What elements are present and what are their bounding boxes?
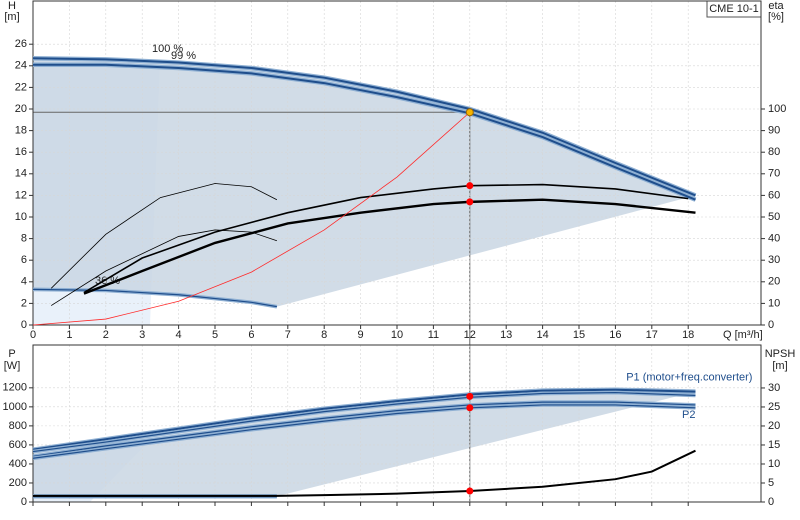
y2-tick-label: 0: [768, 496, 774, 508]
curve: [32, 288, 277, 308]
curve: [50, 183, 278, 289]
y-tick-label: 6: [21, 254, 27, 266]
y-axis-unit: [m]: [4, 11, 19, 23]
y2-tick-label: 70: [768, 168, 780, 180]
y-tick-label: 18: [15, 125, 27, 137]
y2-tick-label: 30: [768, 254, 780, 266]
y-tick-label: 20: [15, 103, 27, 115]
x-tick-label: 6: [248, 329, 254, 341]
y2-tick-label: 10: [768, 458, 780, 470]
y-axis-label: P: [8, 348, 15, 360]
x-tick-label: 0: [30, 329, 36, 341]
curve-label: P2: [682, 409, 695, 421]
y2-tick-label: 25: [768, 401, 780, 413]
y-tick-label: 14: [15, 168, 27, 180]
y-axis-unit: [W]: [4, 360, 21, 372]
curve: [32, 57, 696, 197]
y2-tick-label: 100: [768, 103, 786, 115]
x-tick-label: 13: [500, 329, 512, 341]
x-tick-label: 9: [358, 329, 364, 341]
y-tick-label: 1000: [3, 401, 27, 413]
curve: [83, 183, 689, 294]
y2-axis-label: NPSH: [765, 348, 796, 360]
y2-tick-label: 30: [768, 382, 780, 394]
y2-tick-label: 20: [768, 420, 780, 432]
operating-range: [33, 58, 696, 307]
x-tick-label: 15: [573, 329, 585, 341]
y2-tick-label: 20: [768, 276, 780, 288]
y-tick-label: 200: [9, 477, 27, 489]
x-tick-label: 7: [285, 329, 291, 341]
marker: [466, 392, 474, 400]
curve: [32, 388, 696, 451]
curve: [32, 391, 696, 453]
x-tick-label: 12: [464, 329, 476, 341]
y2-tick-label: 0: [768, 319, 774, 331]
curve: [32, 404, 696, 459]
annotation: 99 %: [171, 50, 196, 62]
y2-tick-label: 50: [768, 211, 780, 223]
x-tick-label: 5: [212, 329, 218, 341]
y-tick-label: 0: [21, 496, 27, 508]
marker: [466, 487, 474, 495]
curve: [33, 449, 696, 497]
x-tick-label: 11: [428, 329, 439, 341]
x-tick-label: 14: [536, 329, 548, 341]
y2-axis-unit: [%]: [768, 11, 784, 23]
x-tick-label: 1: [66, 329, 72, 341]
shade-layer: [33, 58, 696, 502]
x-tick-label: 16: [609, 329, 621, 341]
x-tick-label: 2: [103, 329, 109, 341]
legend-text: CME 10-1: [709, 3, 759, 15]
annotation: 36 %: [95, 275, 120, 287]
y-tick-label: 16: [15, 146, 27, 158]
y-tick-label: 4: [21, 276, 27, 288]
y-tick-label: 24: [15, 60, 27, 72]
x-tick-label: 18: [682, 329, 694, 341]
curve-label: P1 (motor+freq.converter): [626, 372, 752, 384]
curve: [83, 198, 696, 295]
y2-tick-label: 60: [768, 189, 780, 201]
y2-tick-label: 5: [768, 477, 774, 489]
marker: [466, 182, 474, 190]
curve: [32, 401, 696, 457]
y-tick-label: 400: [9, 458, 27, 470]
y2-axis-unit: [m]: [772, 360, 787, 372]
y-tick-label: 0: [21, 319, 27, 331]
y-tick-label: 8: [21, 233, 27, 245]
y-tick-label: 2: [21, 297, 27, 309]
y2-tick-label: 90: [768, 125, 780, 137]
curve: [50, 229, 278, 306]
y-axis-label: H: [8, 0, 16, 12]
y-tick-label: 26: [15, 38, 27, 50]
plot-frame: [32, 0, 762, 326]
plot-frame: [32, 344, 762, 503]
operating-range: [33, 389, 696, 497]
x-tick-label: 4: [176, 329, 182, 341]
marker: [466, 198, 474, 206]
x-tick-label: 8: [321, 329, 327, 341]
y2-axis-label: eta: [768, 0, 784, 12]
y-tick-label: 10: [15, 211, 27, 223]
y2-tick-label: 40: [768, 233, 780, 245]
curve: [33, 63, 696, 201]
y-tick-label: 1200: [3, 382, 27, 394]
x-tick-label: 3: [139, 329, 145, 341]
y2-tick-label: 10: [768, 297, 780, 309]
y-tick-label: 12: [15, 189, 27, 201]
y2-tick-label: 15: [768, 439, 780, 451]
y2-tick-label: 80: [768, 146, 780, 158]
x-axis-label: Q [m³/h]: [723, 329, 763, 341]
marker: [465, 108, 474, 117]
curve: [32, 111, 471, 326]
y-tick-label: 800: [9, 420, 27, 432]
marker: [466, 404, 474, 412]
y-tick-label: 22: [15, 81, 27, 93]
annotation: 100 %: [152, 43, 183, 55]
y-tick-label: 600: [9, 439, 27, 451]
x-tick-label: 10: [391, 329, 403, 341]
x-tick-label: 17: [646, 329, 658, 341]
